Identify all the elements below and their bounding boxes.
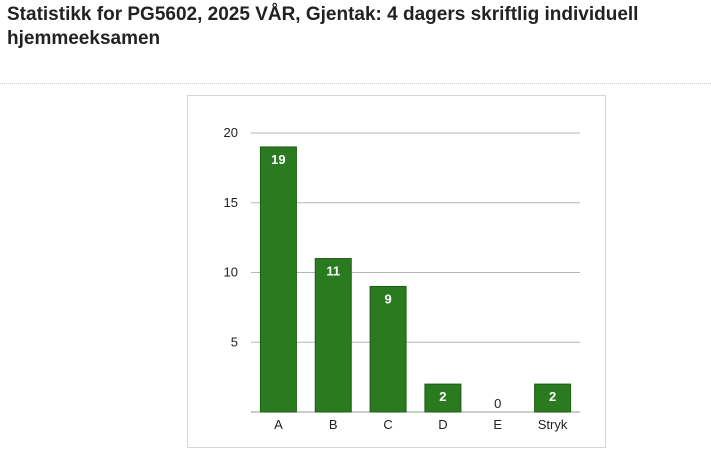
chart-frame: 5 10 15 20 19 11 9 2 0 2 A B C D E Stryk	[187, 95, 606, 448]
x-tick-label: Stryk	[538, 417, 568, 432]
bar-d	[424, 383, 462, 413]
x-tick-label: D	[438, 417, 447, 432]
x-tick-label: A	[274, 417, 283, 432]
data-label-a: 19	[271, 152, 285, 167]
x-tick-label: E	[493, 417, 502, 432]
bar-a	[259, 146, 297, 413]
x-axis-categories: A B C D E Stryk	[274, 417, 568, 432]
data-label-b: 11	[326, 264, 340, 279]
gridlines	[251, 132, 580, 413]
title-divider	[0, 83, 711, 84]
data-label-c: 9	[384, 291, 391, 306]
bar-stryk	[534, 383, 572, 413]
y-axis-ticks: 5 10 15 20	[224, 125, 238, 349]
y-tick-label: 10	[224, 265, 238, 280]
y-tick-label: 20	[224, 125, 238, 140]
y-tick-label: 5	[231, 334, 238, 349]
bars: 19 11 9 2 0 2	[259, 146, 572, 413]
data-label-d: 2	[439, 389, 446, 404]
data-label-e: 0	[494, 396, 501, 411]
page-title: Statistikk for PG5602, 2025 VÅR, Gjentak…	[7, 4, 639, 49]
x-tick-label: C	[383, 417, 392, 432]
data-label-stryk: 2	[549, 389, 556, 404]
x-tick-label: B	[329, 417, 338, 432]
bar-c	[369, 285, 407, 413]
y-tick-label: 15	[224, 195, 238, 210]
bar-b	[314, 258, 352, 413]
